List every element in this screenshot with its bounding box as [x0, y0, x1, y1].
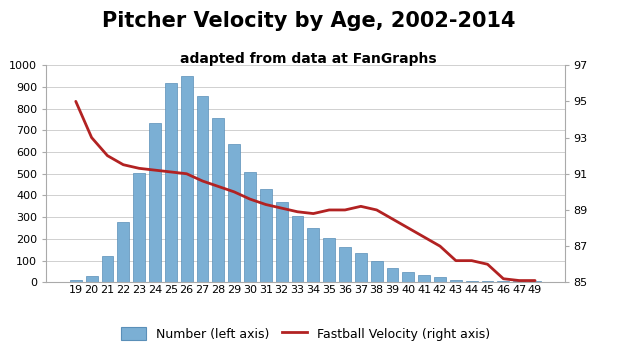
Bar [529, 281, 541, 282]
Bar [371, 261, 383, 282]
Bar [244, 172, 256, 282]
Legend: Number (left axis), Fastball Velocity (right axis): Number (left axis), Fastball Velocity (r… [116, 322, 495, 346]
Bar [482, 281, 494, 282]
Bar [70, 280, 81, 282]
Bar [450, 279, 462, 282]
Bar [197, 96, 209, 282]
Bar [307, 228, 319, 282]
Bar [292, 216, 304, 282]
Bar [323, 238, 335, 282]
Text: adapted from data at FanGraphs: adapted from data at FanGraphs [180, 52, 437, 67]
Bar [497, 281, 509, 282]
Bar [260, 189, 271, 282]
Bar [434, 277, 446, 282]
Bar [165, 83, 176, 282]
Text: Pitcher Velocity by Age, 2002-2014: Pitcher Velocity by Age, 2002-2014 [102, 11, 515, 31]
Bar [133, 173, 145, 282]
Bar [102, 256, 114, 282]
Bar [402, 272, 414, 282]
Bar [149, 123, 161, 282]
Bar [86, 276, 97, 282]
Bar [466, 281, 478, 282]
Bar [212, 118, 224, 282]
Bar [228, 144, 240, 282]
Bar [513, 281, 525, 282]
Bar [117, 222, 129, 282]
Bar [387, 268, 399, 282]
Bar [339, 247, 351, 282]
Bar [276, 202, 288, 282]
Bar [418, 275, 430, 282]
Bar [181, 76, 193, 282]
Bar [355, 253, 366, 282]
